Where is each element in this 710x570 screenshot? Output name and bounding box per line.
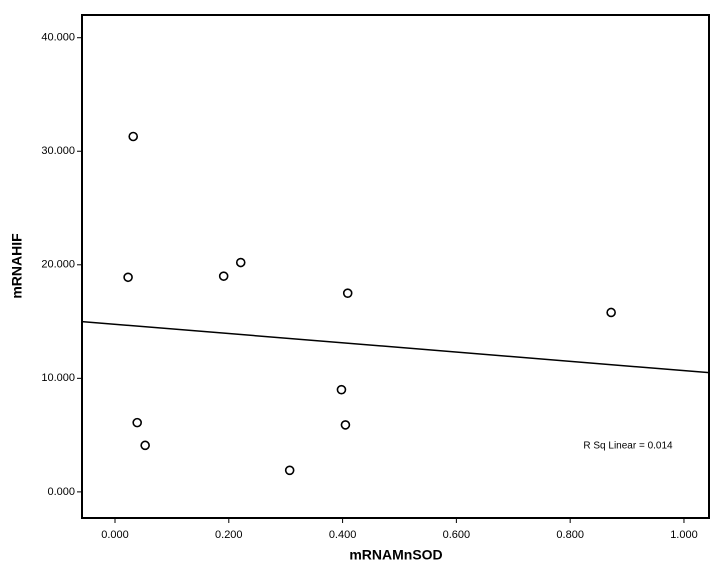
point	[128, 131, 139, 142]
point	[218, 271, 229, 281]
x-tick-label: 0.000	[101, 529, 129, 541]
point	[123, 272, 133, 283]
y-tick-label: 0.000	[47, 486, 75, 498]
x-tick-label: 0.400	[329, 529, 357, 541]
y-tick-label: 40.000	[41, 32, 75, 44]
fit-line	[81, 320, 710, 374]
y-tick-label: 10.000	[41, 372, 75, 384]
x-tick-label: 0.800	[556, 529, 584, 541]
x-tick-label: 0.600	[443, 529, 471, 541]
point	[342, 288, 353, 298]
point	[606, 307, 616, 318]
x-tick-label: 0.200	[215, 529, 243, 541]
y-tick-label: 20.000	[41, 259, 75, 271]
point	[284, 465, 295, 476]
y-axis-title: mRNAHIF	[9, 233, 25, 299]
x-tick-label: 1.000	[670, 529, 698, 541]
r-squared-annotation: R Sq Linear = 0.014	[583, 441, 673, 452]
plot-frame	[81, 14, 710, 519]
point	[340, 420, 351, 430]
y-tick-label: 30.000	[41, 145, 75, 157]
point	[140, 440, 150, 451]
point	[336, 384, 347, 395]
point	[132, 417, 142, 428]
point	[235, 257, 246, 268]
x-axis-title: mRNAMnSOD	[349, 547, 442, 563]
